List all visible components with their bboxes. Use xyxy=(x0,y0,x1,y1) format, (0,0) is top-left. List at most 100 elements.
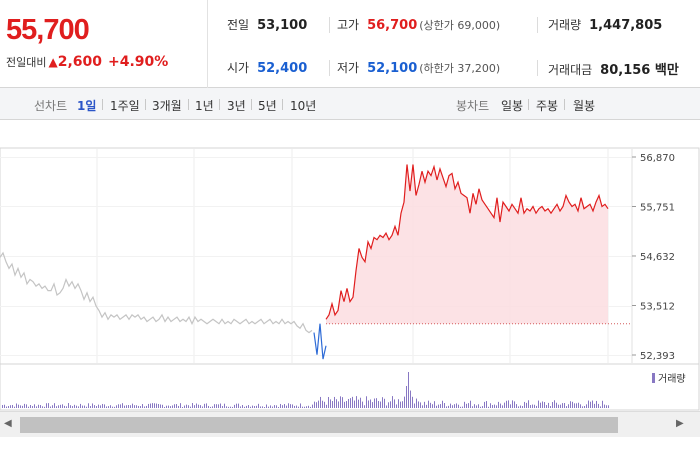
volume-bar xyxy=(100,405,101,408)
volume-bar xyxy=(124,405,125,408)
volume-bar xyxy=(428,400,429,408)
volume-bar xyxy=(232,406,233,408)
chart-scrollbar[interactable]: ◀ ▶ xyxy=(0,411,700,437)
tab-5year[interactable]: 5년 xyxy=(258,99,277,113)
legend-label: 거래량 xyxy=(658,373,686,385)
volume-bar xyxy=(132,403,133,408)
volume-bar xyxy=(76,405,77,408)
volume-bar xyxy=(206,403,207,408)
volume-bar xyxy=(466,403,467,408)
volume-bar xyxy=(194,405,195,408)
volume-bar xyxy=(136,405,137,408)
volume-bar xyxy=(242,405,243,408)
divider xyxy=(282,99,283,110)
quote-stats: 전일 53,100 고가 56,700 (상한가 69,000) 거래량 1,447,8… xyxy=(209,0,700,88)
tab-weekly[interactable]: 주봉 xyxy=(536,99,559,113)
volume-bar xyxy=(596,400,597,408)
volume-bar xyxy=(282,405,283,408)
volume-bar xyxy=(92,403,93,408)
tab-10year[interactable]: 10년 xyxy=(290,99,317,113)
volume-bar xyxy=(566,406,567,408)
volume-bar xyxy=(434,401,435,408)
volume-bar xyxy=(396,404,397,408)
volume-bar xyxy=(484,401,485,408)
y-tick-label: 56,870 xyxy=(640,153,675,164)
volume-bar xyxy=(424,401,425,408)
tab-1week[interactable]: 1주일 xyxy=(110,99,140,113)
tab-3year[interactable]: 3년 xyxy=(227,99,246,113)
volume-bar xyxy=(450,403,451,408)
volume-bar xyxy=(32,406,33,408)
y-tick-label: 54,632 xyxy=(640,252,675,263)
bottom-spacer xyxy=(0,437,700,450)
stat-volume: 거래량 1,447,805 xyxy=(548,16,662,33)
volume-bar xyxy=(50,406,51,408)
volume-bar xyxy=(38,404,39,408)
volume-bar xyxy=(300,403,301,408)
y-tick-label: 55,751 xyxy=(640,202,675,213)
stat-label: 저가 xyxy=(337,61,360,75)
stat-prev-close: 전일 53,100 xyxy=(227,16,307,33)
volume-bar xyxy=(58,405,59,408)
up-triangle-icon: ▲ xyxy=(48,55,58,69)
stat-label: 시가 xyxy=(227,61,250,75)
volume-bar xyxy=(276,405,277,408)
y-tick-label: 53,512 xyxy=(640,302,675,313)
volume-bar xyxy=(174,404,175,408)
volume-bar xyxy=(496,405,497,408)
volume-bar xyxy=(518,406,519,408)
change-value: 2,600 xyxy=(57,54,103,70)
volume-bar xyxy=(474,404,475,408)
volume-bar xyxy=(452,405,453,408)
volume-bar xyxy=(88,403,89,408)
scrollbar-thumb[interactable] xyxy=(20,417,618,433)
volume-bar xyxy=(170,406,171,408)
volume-bar xyxy=(598,403,599,408)
volume-bar xyxy=(390,401,391,408)
volume-bar xyxy=(326,404,327,408)
volume-bar xyxy=(130,405,131,408)
volume-bar xyxy=(256,405,257,408)
volume-bar xyxy=(522,406,523,408)
tab-1year[interactable]: 1년 xyxy=(195,99,214,113)
scroll-right-icon[interactable]: ▶ xyxy=(676,418,684,429)
price-line-open xyxy=(313,323,327,360)
volume-bar xyxy=(554,400,555,408)
volume-bar xyxy=(134,405,135,408)
volume-bar xyxy=(226,406,227,408)
scroll-left-icon[interactable]: ◀ xyxy=(4,418,12,429)
volume-bar xyxy=(600,406,601,408)
volume-bar xyxy=(512,400,513,408)
tab-1day[interactable]: 1일 xyxy=(77,99,97,113)
volume-bar xyxy=(406,386,407,408)
volume-bar xyxy=(314,401,315,408)
volume-bar xyxy=(448,405,449,408)
volume-bar xyxy=(560,404,561,408)
volume-bar xyxy=(102,403,103,408)
volume-bar xyxy=(422,405,423,408)
volume-bar xyxy=(344,401,345,408)
volume-bar xyxy=(46,403,47,408)
volume-bar xyxy=(114,406,115,408)
volume-bar xyxy=(356,396,357,408)
volume-bar xyxy=(548,402,549,408)
tab-3month[interactable]: 3개월 xyxy=(152,99,182,113)
volume-bar xyxy=(202,406,203,408)
volume-bar xyxy=(486,401,487,408)
tab-daily[interactable]: 일봉 xyxy=(501,99,524,113)
divider xyxy=(251,99,252,110)
volume-bar xyxy=(186,404,187,408)
volume-bar xyxy=(22,405,23,408)
volume-bar xyxy=(94,405,95,408)
volume-bar xyxy=(144,406,145,408)
volume-bar xyxy=(550,406,551,408)
volume-bar xyxy=(480,406,481,408)
stat-value: 1,447,805 xyxy=(589,18,663,33)
volume-bar xyxy=(74,404,75,408)
volume-bar xyxy=(500,403,501,408)
volume-bar xyxy=(34,404,35,408)
volume-legend: 거래량 xyxy=(652,373,686,385)
volume-bar xyxy=(304,406,305,408)
volume-bar xyxy=(278,406,279,408)
tab-monthly[interactable]: 월봉 xyxy=(573,99,596,113)
